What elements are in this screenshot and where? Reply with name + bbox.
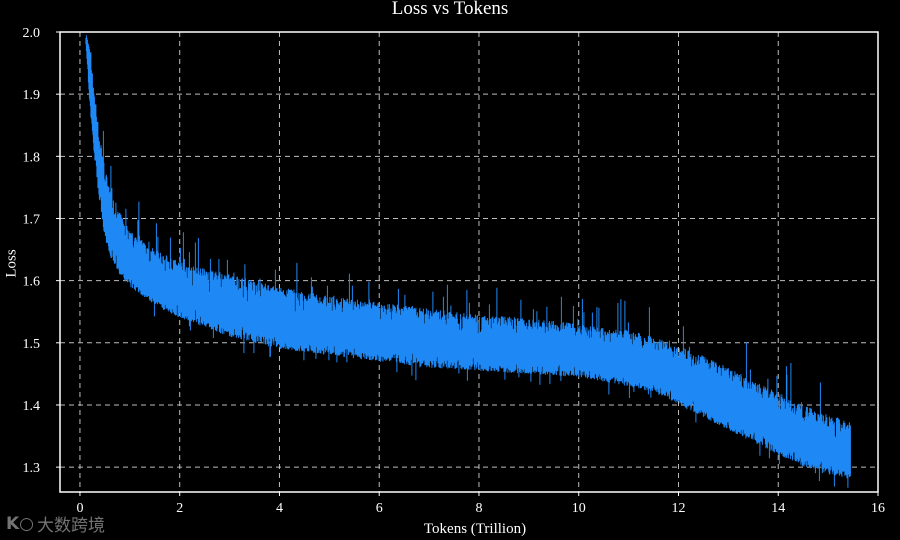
x-tick-label: 12 xyxy=(671,501,685,516)
x-tick-label: 6 xyxy=(376,501,383,516)
y-tick-label: 1.9 xyxy=(23,88,41,103)
chart-title: Loss vs Tokens xyxy=(391,0,509,19)
x-tick-label: 4 xyxy=(276,501,283,516)
y-tick-label: 1.7 xyxy=(23,212,41,227)
x-tick-label: 8 xyxy=(475,501,482,516)
y-tick-label: 2.0 xyxy=(23,26,41,41)
y-axis-ticks: 1.3 1.4 1.5 1.6 1.7 1.8 1.9 2.0 xyxy=(23,26,60,476)
y-tick-label: 1.3 xyxy=(23,461,41,476)
watermark-logo-icon: K○ xyxy=(6,513,35,534)
y-axis-label: Loss xyxy=(3,249,20,278)
y-tick-label: 1.6 xyxy=(23,275,41,290)
loss-series-line xyxy=(85,35,851,488)
x-axis-ticks: 0 2 4 6 8 10 12 14 16 xyxy=(76,492,885,516)
x-tick-label: 0 xyxy=(76,501,83,516)
x-tick-label: 2 xyxy=(176,501,183,516)
x-tick-label: 16 xyxy=(871,501,885,516)
loss-series xyxy=(85,35,851,488)
y-tick-label: 1.8 xyxy=(23,150,41,165)
y-tick-label: 1.5 xyxy=(23,337,41,352)
watermark: K○ 大数跨境 xyxy=(6,511,106,537)
y-tick-label: 1.4 xyxy=(23,399,41,414)
x-axis-label: Tokens (Trillion) xyxy=(423,521,527,537)
x-tick-label: 14 xyxy=(771,501,785,516)
watermark-text: 大数跨境 xyxy=(37,516,106,536)
plot-frame xyxy=(59,31,879,493)
x-tick-label: 10 xyxy=(572,501,586,516)
